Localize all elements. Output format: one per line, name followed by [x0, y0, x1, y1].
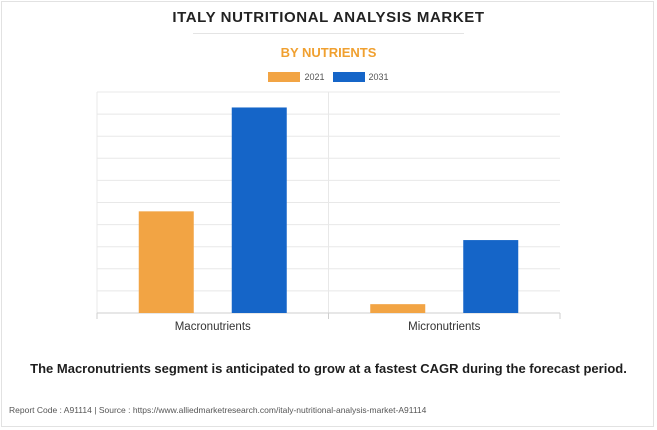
- legend-label-2021: 2021: [304, 72, 325, 82]
- chart-caption: The Macronutrients segment is anticipate…: [30, 361, 627, 376]
- legend-item-2021[interactable]: 2021: [268, 72, 325, 82]
- chart-title: ITALY NUTRITIONAL ANALYSIS MARKET: [172, 9, 485, 26]
- bar-macronutrients-2031[interactable]: [231, 107, 287, 313]
- legend-swatch-2031: [332, 72, 365, 82]
- title-divider: [193, 33, 464, 34]
- legend-label-2031: 2031: [368, 72, 389, 82]
- bar-micronutrients-2021[interactable]: [370, 304, 426, 313]
- legend-item-2031[interactable]: 2031: [332, 72, 389, 82]
- chart-legend: 2021 2031: [0, 72, 657, 82]
- legend-swatch-2021: [268, 72, 301, 82]
- footer-separator: |: [94, 405, 97, 415]
- x-tick-label-micronutrients: Micronutrients: [408, 321, 480, 333]
- category-labels: Macronutrients Micronutrients: [175, 321, 481, 333]
- bars: [138, 107, 519, 313]
- bar-chart: Macronutrients Micronutrients: [96, 91, 561, 333]
- chart-subtitle: BY NUTRIENTS: [280, 45, 377, 60]
- x-tick-label-macronutrients: Macronutrients: [175, 321, 251, 333]
- bar-macronutrients-2021[interactable]: [138, 211, 194, 313]
- bar-micronutrients-2031[interactable]: [463, 240, 519, 313]
- footer: Report Code : A91114 | Source : https://…: [9, 405, 426, 415]
- report-code: Report Code : A91114: [9, 405, 92, 415]
- source-link[interactable]: Source : https://www.alliedmarketresearc…: [98, 405, 427, 415]
